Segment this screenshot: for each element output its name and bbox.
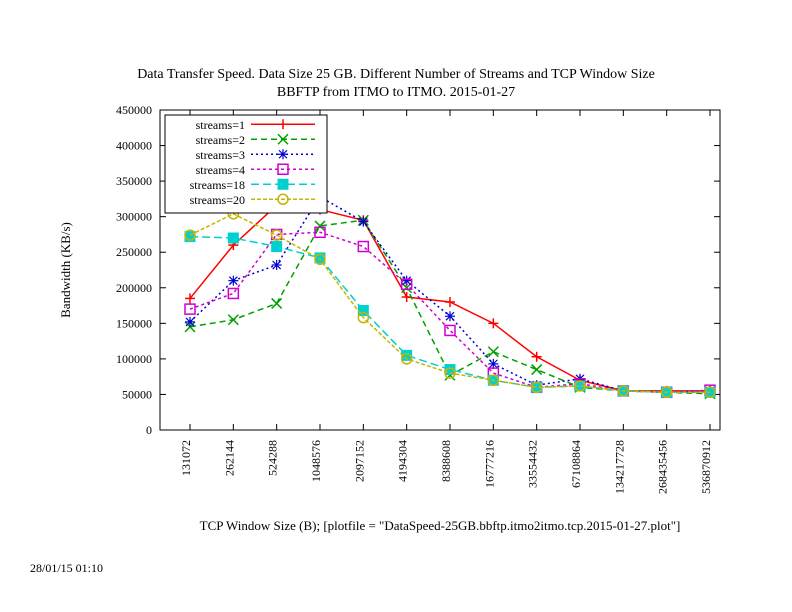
y-tick-label: 0 bbox=[146, 423, 152, 437]
x-tick-label: 16777216 bbox=[482, 440, 496, 488]
x-tick-label: 134217728 bbox=[612, 440, 626, 494]
legend-label: streams=4 bbox=[196, 163, 245, 177]
y-tick-label: 300000 bbox=[116, 210, 152, 224]
y-tick-label: 400000 bbox=[116, 139, 152, 153]
legend-label: streams=3 bbox=[196, 148, 245, 162]
y-tick-label: 100000 bbox=[116, 352, 152, 366]
legend-label: streams=2 bbox=[196, 133, 245, 147]
x-tick-label: 262144 bbox=[222, 440, 236, 476]
x-tick-label: 268435456 bbox=[656, 440, 670, 494]
x-tick-label: 4194304 bbox=[396, 440, 410, 482]
legend: streams=1streams=2streams=3streams=4stre… bbox=[165, 115, 327, 213]
x-tick-label: 8388608 bbox=[439, 440, 453, 482]
x-tick-label: 33554432 bbox=[526, 440, 540, 488]
y-tick-label: 200000 bbox=[116, 281, 152, 295]
y-tick-label: 450000 bbox=[116, 103, 152, 117]
y-tick-label: 150000 bbox=[116, 316, 152, 330]
y-tick-label: 250000 bbox=[116, 245, 152, 259]
x-tick-label: 536870912 bbox=[699, 440, 713, 494]
legend-label: streams=1 bbox=[196, 118, 245, 132]
legend-label: streams=20 bbox=[190, 193, 245, 207]
svg-text:BBFTP from ITMO to ITMO. 2015-: BBFTP from ITMO to ITMO. 2015-01-27 bbox=[277, 85, 515, 100]
x-tick-label: 524288 bbox=[266, 440, 280, 476]
footer-timestamp: 28/01/15 01:10 bbox=[30, 561, 103, 575]
y-tick-label: 50000 bbox=[122, 387, 152, 401]
svg-text:Data Transfer Speed. Data Size: Data Transfer Speed. Data Size 25 GB. Di… bbox=[137, 67, 655, 82]
x-tick-label: 2097152 bbox=[352, 440, 366, 482]
legend-label: streams=18 bbox=[190, 178, 245, 192]
y-tick-label: 350000 bbox=[116, 174, 152, 188]
x-tick-label: 131072 bbox=[179, 440, 193, 476]
x-tick-label: 1048576 bbox=[309, 440, 323, 482]
x-axis-label: TCP Window Size (B); [plotfile = "DataSp… bbox=[200, 518, 681, 533]
y-axis-label: Bandwidth (KB/s) bbox=[58, 222, 73, 318]
x-tick-label: 67108864 bbox=[569, 440, 583, 488]
chart-container: Data Transfer Speed. Data Size 25 GB. Di… bbox=[0, 0, 792, 612]
chart-svg: Data Transfer Speed. Data Size 25 GB. Di… bbox=[0, 0, 792, 612]
